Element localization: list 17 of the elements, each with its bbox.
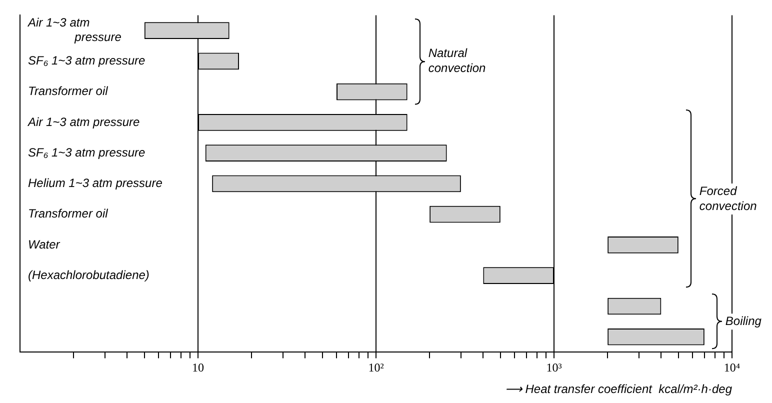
x-tick-label: 10 <box>192 360 204 375</box>
y-tick-label: SF₆ 1~3 atm pressure <box>28 54 146 68</box>
x-tick-label: 10³ <box>546 360 562 375</box>
x-tick-label: 10⁴ <box>724 360 740 375</box>
x-tick-label: 10² <box>368 360 384 375</box>
y-tick-label: Water <box>28 237 61 252</box>
annotation: Boiling <box>725 314 762 328</box>
annotation: Forced convection <box>699 184 758 213</box>
y-tick-label: Air 1~3 atm pressure <box>27 114 140 129</box>
y-tick-label: Helium 1~3 atm pressure <box>28 176 163 190</box>
y-tick-label: (Hexachlorobutadiene) <box>28 268 150 282</box>
y-tick-label: SF₆ 1~3 atm pressure <box>28 145 146 160</box>
y-tick-label: Air 1~3 atm pressure <box>27 16 122 44</box>
y-tick-label: Transformer oil <box>28 84 108 98</box>
y-tick-label: Transformer oil <box>28 206 108 221</box>
x-axis-title: ⟶ Heat transfer coefficient kcal/m²·h·deg <box>504 382 732 396</box>
annotation: Natural convection <box>428 46 486 75</box>
